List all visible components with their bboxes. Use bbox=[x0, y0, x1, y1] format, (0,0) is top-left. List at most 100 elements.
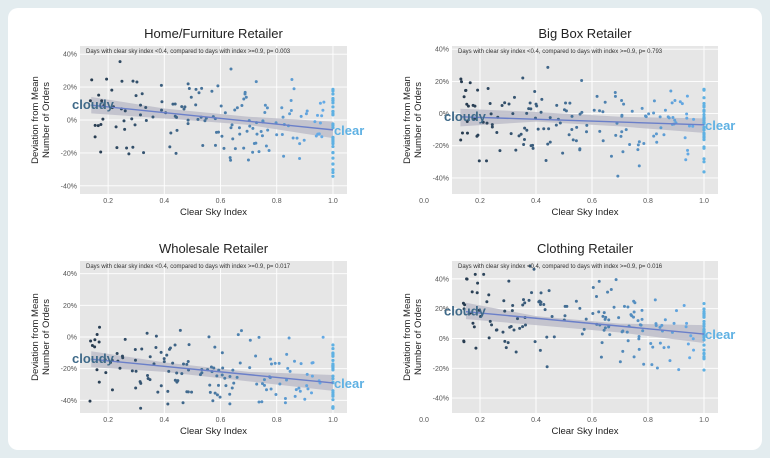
data-point bbox=[510, 309, 514, 313]
trend-line bbox=[460, 116, 705, 126]
data-point bbox=[642, 362, 646, 366]
data-point bbox=[139, 381, 143, 385]
data-point bbox=[165, 353, 169, 357]
data-point bbox=[190, 390, 194, 394]
data-point bbox=[462, 339, 466, 343]
data-point bbox=[527, 107, 531, 111]
data-point bbox=[525, 111, 529, 115]
data-point bbox=[229, 158, 233, 162]
data-point bbox=[628, 143, 632, 147]
data-point bbox=[485, 159, 489, 163]
data-point bbox=[660, 323, 664, 327]
data-point bbox=[125, 146, 129, 150]
data-point bbox=[162, 360, 166, 364]
data-point bbox=[148, 378, 152, 382]
data-point bbox=[130, 117, 134, 121]
data-point bbox=[502, 299, 506, 303]
data-point bbox=[673, 118, 677, 122]
data-point bbox=[263, 110, 267, 114]
x-tick-label: 0.6 bbox=[216, 198, 226, 205]
y-tick-label: -40% bbox=[433, 396, 449, 403]
data-point bbox=[280, 132, 284, 136]
data-point bbox=[182, 107, 186, 111]
data-point bbox=[105, 77, 109, 81]
data-point bbox=[678, 100, 682, 104]
data-point bbox=[592, 108, 596, 112]
data-point bbox=[702, 322, 706, 326]
data-point bbox=[686, 342, 690, 346]
data-point bbox=[135, 80, 139, 84]
data-point bbox=[621, 150, 625, 154]
data-point bbox=[216, 383, 220, 387]
chart-subtitle: Days with clear sky index <0.4, compared… bbox=[86, 49, 291, 55]
data-point bbox=[612, 305, 616, 309]
x-tick-label: 0.0 bbox=[419, 198, 429, 205]
data-point bbox=[667, 345, 671, 349]
y-tick-label: -20% bbox=[61, 366, 77, 373]
y-tick-label: 20% bbox=[63, 85, 77, 92]
data-point bbox=[331, 394, 335, 398]
data-point bbox=[213, 345, 217, 349]
data-point bbox=[278, 382, 282, 386]
y-axis-label: Deviation from MeanNumber of Orders bbox=[30, 76, 52, 164]
data-point bbox=[702, 170, 706, 174]
data-point bbox=[178, 328, 182, 332]
data-point bbox=[602, 328, 606, 332]
data-point bbox=[331, 405, 335, 409]
data-point bbox=[522, 137, 526, 141]
data-point bbox=[248, 338, 252, 342]
data-point bbox=[563, 314, 567, 318]
data-point bbox=[231, 368, 235, 372]
data-point bbox=[238, 361, 242, 365]
data-point bbox=[310, 391, 314, 395]
data-point bbox=[580, 332, 584, 336]
data-point bbox=[299, 362, 303, 366]
data-point bbox=[290, 77, 294, 81]
data-point bbox=[584, 317, 588, 321]
data-point bbox=[547, 289, 551, 293]
data-point bbox=[320, 114, 324, 118]
data-point bbox=[230, 123, 234, 127]
data-point bbox=[622, 304, 626, 308]
data-point bbox=[637, 347, 641, 351]
x-axis-label: Clear Sky Index bbox=[551, 426, 618, 437]
data-point bbox=[598, 129, 602, 133]
data-point bbox=[306, 387, 310, 391]
data-point bbox=[248, 124, 252, 128]
data-point bbox=[618, 360, 622, 364]
data-point bbox=[302, 138, 306, 142]
data-point bbox=[97, 380, 101, 384]
data-point bbox=[305, 109, 309, 113]
data-point bbox=[244, 95, 248, 99]
data-point bbox=[599, 355, 603, 359]
data-point bbox=[476, 88, 480, 92]
x-tick-label: 0.8 bbox=[272, 417, 282, 424]
data-point bbox=[464, 89, 468, 93]
data-point bbox=[692, 348, 696, 352]
x-tick-label: 0.2 bbox=[103, 417, 113, 424]
data-point bbox=[527, 298, 531, 302]
data-point bbox=[702, 109, 706, 113]
y-axis-label-line: Number of Orders bbox=[41, 299, 52, 375]
data-point bbox=[702, 157, 706, 161]
data-point bbox=[509, 324, 513, 328]
x-tick-label: 1.0 bbox=[699, 417, 709, 424]
data-point bbox=[262, 378, 266, 382]
data-point bbox=[652, 111, 656, 115]
x-axis-label: Clear Sky Index bbox=[180, 426, 247, 437]
data-point bbox=[603, 326, 607, 330]
data-point bbox=[545, 365, 549, 369]
data-point bbox=[523, 301, 527, 305]
data-point bbox=[229, 67, 233, 71]
x-tick-label: 0.8 bbox=[272, 198, 282, 205]
data-point bbox=[548, 116, 552, 120]
data-point bbox=[702, 301, 706, 306]
data-point bbox=[518, 326, 522, 330]
data-point bbox=[95, 332, 99, 336]
data-point bbox=[331, 374, 335, 378]
data-point bbox=[115, 146, 119, 150]
data-point bbox=[702, 138, 706, 142]
data-point bbox=[273, 361, 277, 365]
data-point bbox=[97, 340, 101, 344]
y-axis-label-line: Deviation from Mean bbox=[402, 76, 413, 164]
